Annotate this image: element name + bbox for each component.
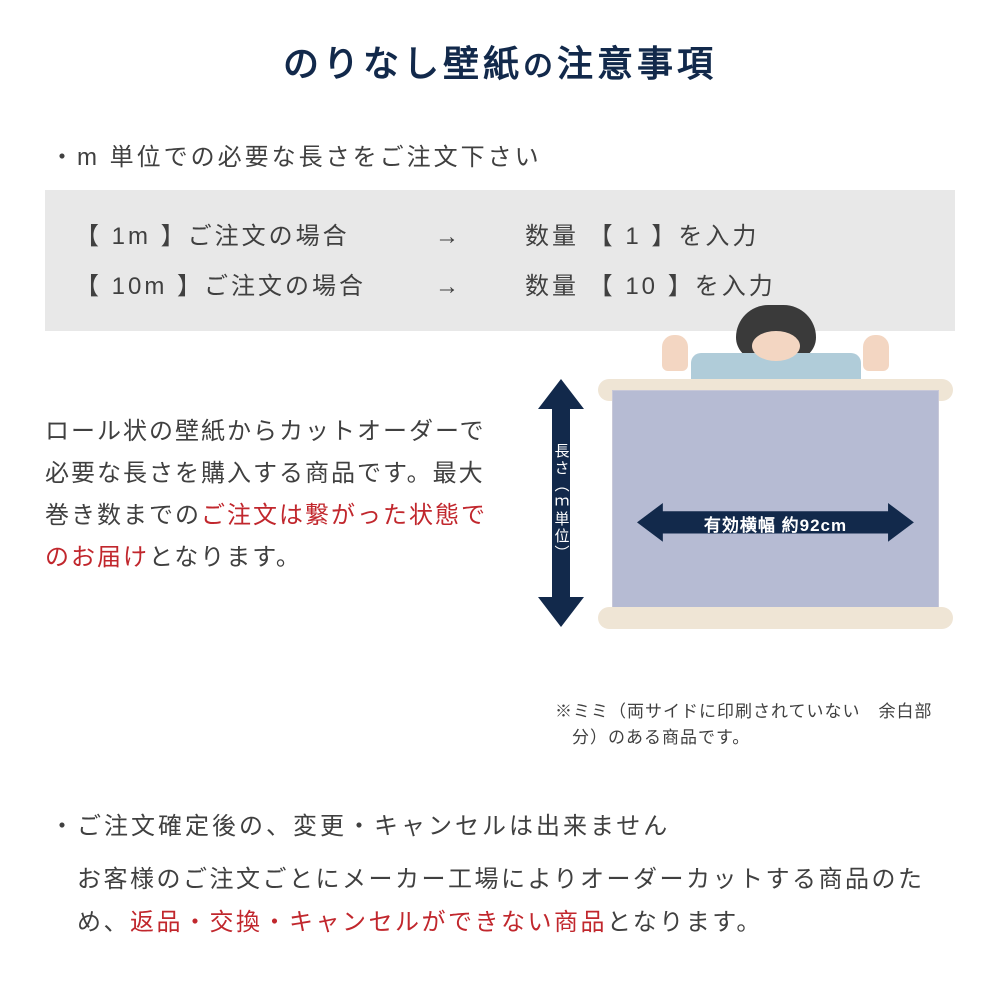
horizontal-width-arrow: 有効横幅 約92cm [637, 503, 914, 545]
section-no-cancel: ・ご注文確定後の、変更・キャンセルは出来ません お客様のご注文ごとにメーカー工場… [45, 806, 955, 944]
horizontal-arrow-label: 有効横幅 約92cm [704, 511, 847, 536]
page-title: のりなし壁紙の注意事項 [45, 35, 955, 87]
order-row-2-left: 【 10m 】ご注文の場合 [75, 262, 435, 312]
order-row-2: 【 10m 】ご注文の場合 → 数量 【 10 】を入力 [75, 262, 925, 312]
body2-red: 返品・交換・キャンセルができない商品 [130, 909, 607, 936]
person-face [752, 331, 800, 361]
person-hand-left [662, 335, 688, 371]
no-cancel-body: お客様のご注文ごとにメーカー工場によりオーダーカットする商品のため、返品・交換・… [45, 859, 955, 944]
page: のりなし壁紙の注意事項 ・m 単位での必要な長さをご注文下さい 【 1m 】ご注… [0, 0, 1000, 1000]
body2-c: となります。 [607, 909, 763, 936]
arrow-icon: → [435, 262, 525, 312]
roll-description: ロール状の壁紙からカットオーダーで必要な長さを購入する商品です。最大巻き数までの… [45, 379, 510, 669]
wallpaper-diagram: 長さ（ｍ単位） 有効横幅 約92cm [520, 379, 955, 669]
mid-section: ロール状の壁紙からカットオーダーで必要な長さを購入する商品です。最大巻き数までの… [45, 379, 955, 669]
roll-bar-bottom [598, 607, 953, 629]
arrow-icon: → [435, 212, 525, 262]
vertical-length-arrow: 長さ（ｍ単位） [538, 379, 584, 627]
bullet-order-length: ・m 単位での必要な長さをご注文下さい [50, 137, 955, 172]
title-particle: の [523, 50, 557, 83]
roll-paper: 有効横幅 約92cm [612, 390, 939, 618]
desc-line1: ロール状の壁紙からカットオーダーで必要な長さを購入する商品です。 [45, 418, 486, 487]
order-row-1: 【 1m 】ご注文の場合 → 数量 【 1 】を入力 [75, 212, 925, 262]
title-part2: 注意事項 [557, 43, 717, 84]
desc-line2c: となります。 [149, 544, 302, 571]
order-row-2-right: 数量 【 10 】を入力 [525, 262, 925, 312]
vertical-arrow-label: 長さ（ｍ単位） [551, 443, 572, 562]
order-example-box: 【 1m 】ご注文の場合 → 数量 【 1 】を入力 【 10m 】ご注文の場合… [45, 190, 955, 331]
bullet-no-cancel: ・ご注文確定後の、変更・キャンセルは出来ません [50, 806, 955, 841]
order-row-1-right: 数量 【 1 】を入力 [525, 212, 925, 262]
person-hand-right [863, 335, 889, 371]
wallpaper-roll: 有効横幅 約92cm [598, 357, 953, 629]
title-part1: のりなし壁紙 [283, 43, 523, 84]
mimi-note: ※ミミ（両サイドに印刷されていない 余白部分）のある商品です。 [555, 699, 955, 752]
order-row-1-left: 【 1m 】ご注文の場合 [75, 212, 435, 262]
